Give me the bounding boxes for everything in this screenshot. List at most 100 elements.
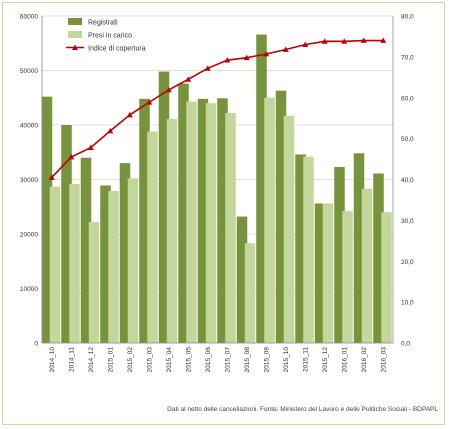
bar-presi-in-carico xyxy=(283,115,295,343)
legend-marker xyxy=(72,44,78,50)
bar-registrati xyxy=(373,173,384,343)
x-tick-label: 2015_06 xyxy=(205,347,212,373)
bars xyxy=(41,34,392,343)
bar-presi-in-carico xyxy=(303,156,314,343)
bar-registrati xyxy=(275,90,287,343)
coverage-point xyxy=(321,38,328,44)
legend-swatch xyxy=(68,18,82,25)
coverage-point xyxy=(224,57,231,63)
coverage-point xyxy=(165,86,172,93)
bar-registrati xyxy=(119,163,131,343)
x-tick-label: 2016_03 xyxy=(380,347,387,373)
y-right-tick-label: 70,0 xyxy=(401,54,414,61)
coverage-line-path xyxy=(51,39,384,179)
x-tick-label: 2015_01 xyxy=(107,347,114,373)
bar-presi-in-carico xyxy=(244,243,256,343)
x-tick-label: 2015_02 xyxy=(127,347,134,373)
coverage-point xyxy=(68,154,75,160)
axes: 0 10000 20000 30000 40000 50000 60000 0,0 10,0 20… xyxy=(20,14,414,373)
legend-swatch xyxy=(68,31,82,38)
bar-registrati xyxy=(236,216,248,343)
coverage-point xyxy=(204,65,211,71)
y-right-tick-label: 40,0 xyxy=(401,177,414,184)
bar-presi-in-carico xyxy=(49,186,61,343)
bar-registrati xyxy=(217,98,228,343)
y-left-tick-label: 20000 xyxy=(20,232,38,239)
coverage-point xyxy=(146,99,153,105)
x-tick-label: 2015_11 xyxy=(302,347,309,372)
bar-presi-in-carico xyxy=(186,101,197,343)
coverage-point xyxy=(282,46,289,52)
x-tick-label: 2016_01 xyxy=(341,347,348,373)
legend-label: Indice di copertura xyxy=(88,46,146,53)
coverage-point xyxy=(243,54,250,61)
coverage-point xyxy=(302,41,309,48)
bar-presi-in-carico xyxy=(88,222,100,343)
bar-registrati xyxy=(158,71,170,343)
coverage-point xyxy=(48,174,55,180)
x-tick-label: 2015_10 xyxy=(283,347,290,373)
bar-presi-in-carico xyxy=(225,113,236,343)
bar-registrati xyxy=(100,185,111,343)
bar-registrati xyxy=(295,154,306,343)
coverage-point xyxy=(380,37,387,43)
bar-presi-in-carico xyxy=(264,97,275,343)
x-tick-label: 2015_12 xyxy=(322,347,329,373)
bar-presi-in-carico xyxy=(381,212,392,343)
x-tick-label: 2015_03 xyxy=(146,347,153,373)
bar-registrati xyxy=(61,125,72,343)
coverage-point xyxy=(263,51,270,57)
coverage-point xyxy=(126,111,133,118)
y-right-tick-label: 60,0 xyxy=(401,95,414,102)
x-tick-label: 2015_09 xyxy=(263,347,270,373)
y-right-tick-label: 30,0 xyxy=(401,218,414,225)
bar-presi-in-carico xyxy=(147,131,158,343)
x-tick-label: 2014_11 xyxy=(68,347,75,372)
bar-registrati xyxy=(41,96,53,343)
bar-registrati xyxy=(353,153,365,343)
coverage-point xyxy=(360,37,367,43)
legend-label: Presi in carico xyxy=(88,33,132,40)
bar-presi-in-carico xyxy=(108,190,119,343)
legend-label: Registrati xyxy=(88,20,118,27)
y-left-tick-label: 10000 xyxy=(20,286,38,293)
x-tick-label: 2016_02 xyxy=(361,347,368,373)
y-left-tick-label: 60000 xyxy=(20,14,38,21)
bar-registrati xyxy=(178,83,189,343)
coverage-point xyxy=(185,76,192,82)
y-left-tick-label: 50000 xyxy=(20,68,38,75)
coverage-point xyxy=(87,144,94,151)
y-right-tick-label: 50,0 xyxy=(401,136,414,143)
bar-presi-in-carico xyxy=(361,188,373,343)
y-right-tick-label: 0,0 xyxy=(401,341,410,348)
y-right-tick-label: 10,0 xyxy=(401,300,414,307)
bar-registrati xyxy=(256,34,267,343)
bar-presi-in-carico xyxy=(205,103,217,343)
y-left-tick-label: 0 xyxy=(34,341,38,348)
x-tick-label: 2015_08 xyxy=(244,347,251,373)
bar-presi-in-carico xyxy=(166,119,178,343)
y-right-tick-label: 80,0 xyxy=(401,14,414,21)
bar-presi-in-carico xyxy=(127,178,139,343)
y-right-tick-label: 20,0 xyxy=(401,259,414,266)
bar-registrati xyxy=(334,166,345,343)
legend: Registrati Presi in carico Indice di coper… xyxy=(66,18,146,53)
x-tick-label: 2015_04 xyxy=(166,347,173,373)
source-note: Dati al netto delle cancellazioni. Fonte… xyxy=(167,406,438,413)
bar-presi-in-carico xyxy=(342,211,353,343)
bar-registrati xyxy=(80,157,92,343)
coverage-point xyxy=(107,127,114,134)
bar-presi-in-carico xyxy=(69,183,80,343)
bar-registrati xyxy=(314,203,326,343)
bar-registrati xyxy=(197,98,209,343)
coverage-point xyxy=(341,38,348,44)
coverage-line xyxy=(48,37,387,180)
bar-presi-in-carico xyxy=(322,203,334,343)
bar-registrati xyxy=(139,98,150,343)
x-tick-label: 2014_10 xyxy=(49,347,56,373)
x-tick-label: 2015_05 xyxy=(185,347,192,373)
x-tick-label: 2014_12 xyxy=(88,347,95,373)
y-left-tick-label: 30000 xyxy=(20,177,38,184)
x-tick-label: 2015_07 xyxy=(224,347,231,373)
